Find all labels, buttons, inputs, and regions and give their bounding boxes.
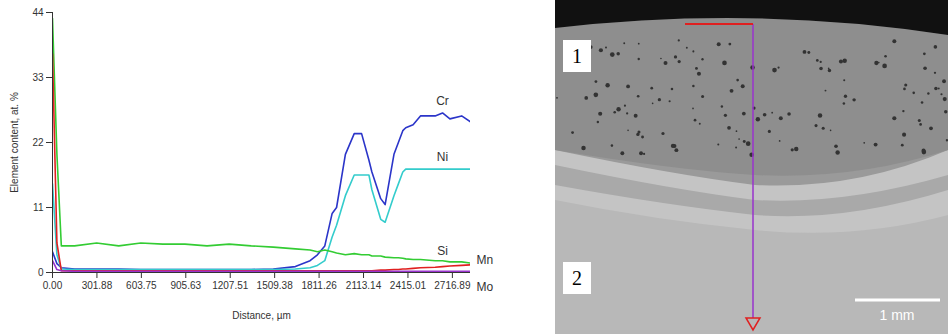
svg-text:Distance, µm: Distance, µm [232,310,291,321]
svg-text:1 mm: 1 mm [880,307,915,323]
svg-text:33: 33 [32,72,44,83]
svg-text:0: 0 [38,267,44,278]
svg-text:1509.38: 1509.38 [257,280,294,291]
svg-text:1207.51: 1207.51 [212,280,249,291]
svg-text:905.63: 905.63 [170,280,201,291]
svg-text:Cr: Cr [436,94,449,108]
svg-text:11: 11 [33,202,44,213]
svg-text:2716.89: 2716.89 [434,280,471,291]
svg-text:22: 22 [32,137,44,148]
svg-text:2113.14: 2113.14 [346,280,382,291]
svg-text:2415.01: 2415.01 [390,280,427,291]
svg-text:Mo: Mo [477,280,494,294]
svg-text:Element content, at. %: Element content, at. % [9,92,20,193]
svg-text:Mn: Mn [477,253,494,267]
svg-text:1: 1 [572,45,582,67]
svg-text:Si: Si [437,244,448,258]
svg-text:2: 2 [572,267,582,289]
svg-text:603.75: 603.75 [126,280,157,291]
svg-text:44: 44 [32,7,44,18]
svg-text:Ni: Ni [437,150,448,164]
svg-text:0.00: 0.00 [43,280,63,291]
svg-text:1811.26: 1811.26 [301,280,337,291]
svg-text:301.88: 301.88 [82,280,113,291]
